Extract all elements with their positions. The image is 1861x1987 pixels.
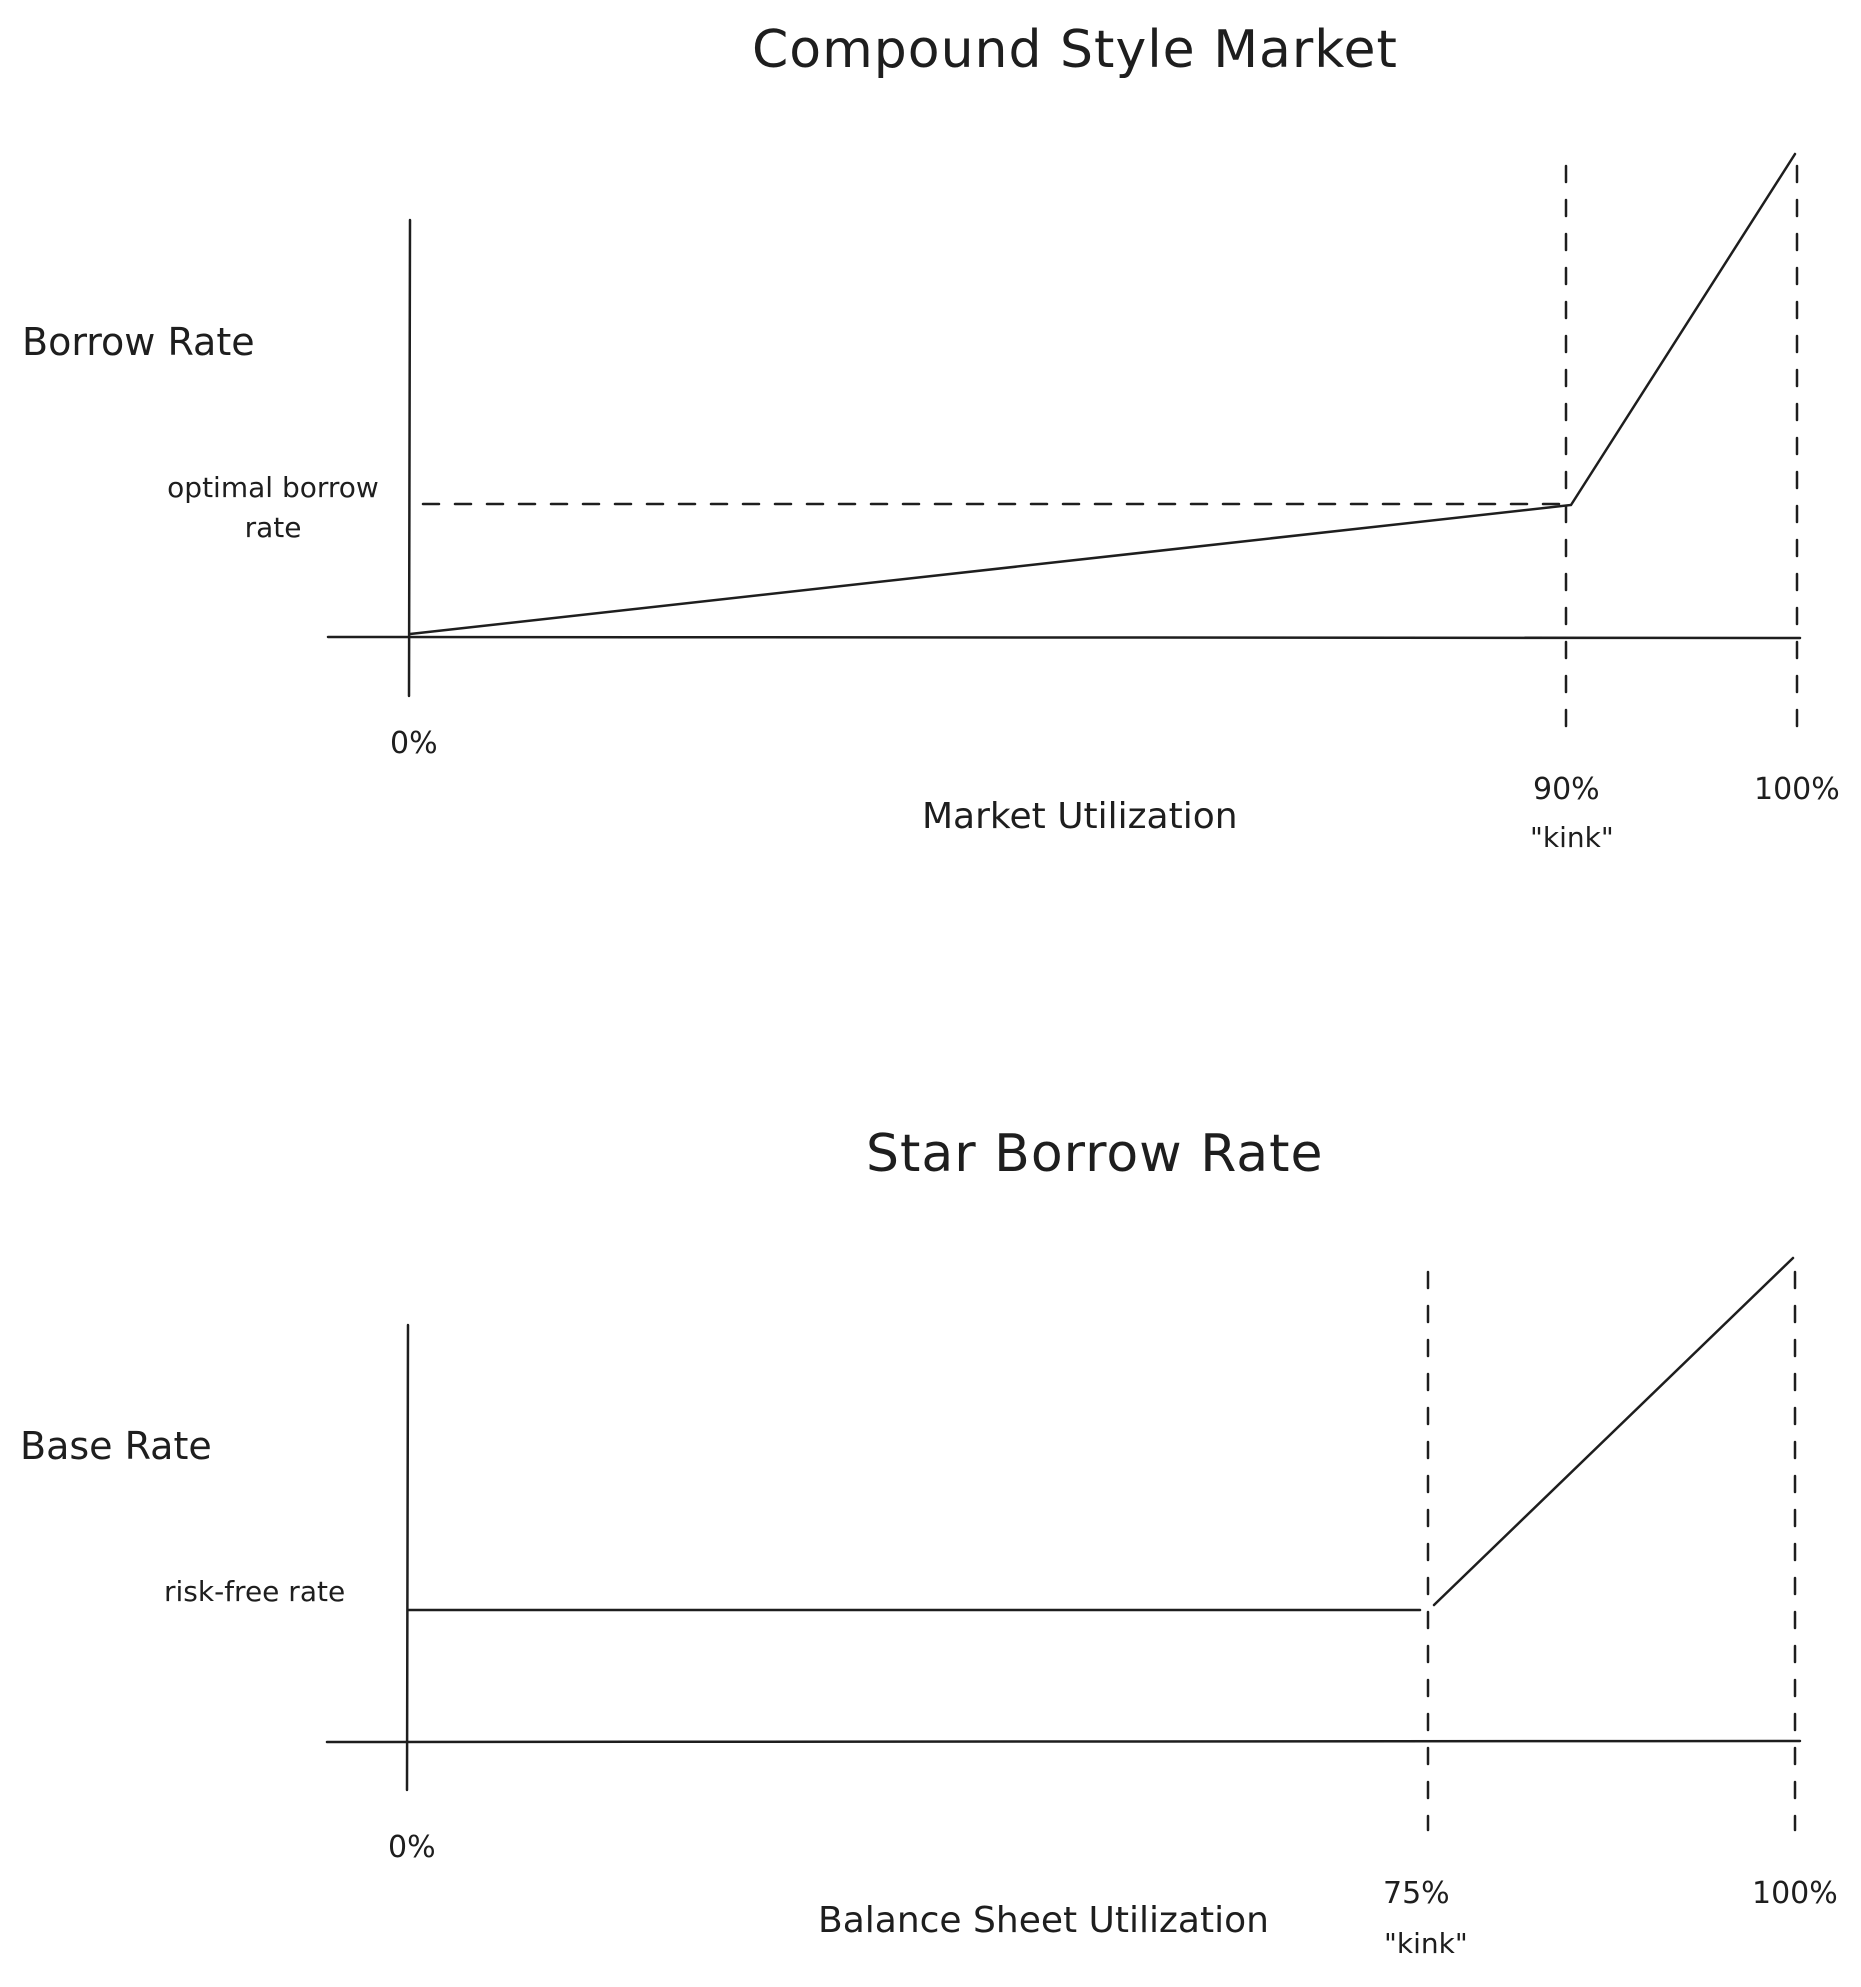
star-y-axis-label: Base Rate — [20, 1424, 212, 1468]
star-tick-0: 0% — [388, 1830, 436, 1865]
compound-chart-title: Compound Style Market — [752, 20, 1398, 80]
star-kink-note: "kink" — [1384, 1927, 1468, 1960]
compound-optimal-rate-line1: optimal borrow — [167, 471, 379, 504]
compound-y-axis-label: Borrow Rate — [22, 320, 255, 364]
compound-tick-100: 100% — [1754, 772, 1840, 807]
star-rising-segment — [1432, 1256, 1795, 1607]
star-x-axis — [325, 1739, 1802, 1744]
compound-chart-lines — [326, 152, 1802, 732]
compound-y-axis — [407, 218, 412, 698]
compound-optimal-rate-label: optimal borrow rate — [158, 468, 388, 548]
compound-x-axis-label: Market Utilization — [922, 796, 1238, 837]
compound-rate-curve — [408, 152, 1797, 636]
star-chart-lines — [325, 1256, 1802, 1832]
star-tick-kink: 75% — [1383, 1876, 1450, 1911]
star-tick-100: 100% — [1752, 1876, 1838, 1911]
star-x-axis-label: Balance Sheet Utilization — [818, 1900, 1269, 1941]
star-risk-free-label: risk-free rate — [164, 1575, 346, 1608]
compound-x-axis — [326, 635, 1802, 640]
star-chart-title: Star Borrow Rate — [866, 1124, 1324, 1184]
star-y-axis — [405, 1323, 410, 1792]
compound-tick-kink: 90% — [1533, 772, 1600, 807]
compound-optimal-rate-line2: rate — [244, 511, 302, 544]
compound-tick-0: 0% — [390, 726, 438, 761]
compound-kink-note: "kink" — [1530, 821, 1614, 854]
